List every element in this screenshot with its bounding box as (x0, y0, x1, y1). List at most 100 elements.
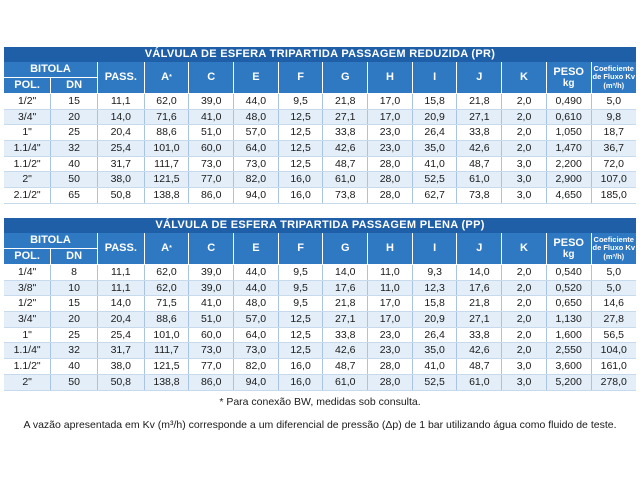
table-cell: 28,0 (367, 374, 413, 391)
header-dn: DN (50, 77, 98, 94)
table-cell: 3/4" (4, 311, 51, 328)
header-coeficiente: Coeficiente de Fluxo Kv (m³/h) (590, 62, 636, 94)
header-g: G (322, 233, 368, 265)
header-a: A* (143, 233, 189, 265)
table-cell: 28,0 (367, 187, 413, 204)
table-cell: 9,5 (277, 295, 323, 313)
table-cell: 0,520 (545, 280, 592, 297)
table-cell: 12,5 (277, 109, 323, 126)
table-cell: 50,8 (96, 187, 145, 204)
table-cell: 21,8 (322, 295, 368, 313)
table-cell: 31,7 (96, 156, 145, 173)
header-pass: PASS. (96, 233, 145, 265)
table-cell: 33,8 (456, 327, 502, 344)
table-cell: 88,6 (143, 124, 189, 142)
table-cell: 50 (50, 171, 98, 189)
table-cell: 73,0 (188, 342, 234, 360)
table-cell: 28,0 (367, 358, 413, 375)
table-cell: 38,0 (96, 358, 145, 375)
table-cell: 1.1/4" (4, 342, 51, 360)
table-cell: 20,9 (411, 109, 457, 126)
table-cell: 82,0 (233, 358, 279, 375)
header-pass: PASS. (96, 62, 145, 94)
header-k: K (501, 233, 547, 265)
table-cell: 17,0 (367, 311, 413, 328)
header-i: I (411, 233, 457, 265)
table-cell: 36,7 (590, 140, 636, 157)
table-cell: 0,540 (545, 264, 592, 281)
table-cell: 32 (50, 342, 98, 360)
table-cell: 73,0 (233, 156, 279, 173)
header-bitola: BITOLA (4, 233, 98, 249)
table-cell: 28,0 (367, 156, 413, 173)
table-cell: 21,8 (456, 295, 502, 313)
table-cell: 57,0 (233, 311, 279, 328)
table-cell: 5,0 (590, 264, 636, 281)
table-cell: 16,0 (277, 374, 323, 391)
table-cell: 5,200 (545, 374, 592, 391)
table-cell: 94,0 (233, 187, 279, 204)
table-cell: 39,0 (188, 93, 234, 110)
table-cell: 11,0 (367, 264, 413, 281)
table-cell: 1/2" (4, 295, 51, 313)
table-row: 2" 50 38,0 121,5 77,0 82,0 16,0 61,0 28,0 52,5 61,… (4, 171, 636, 189)
header-bitola: BITOLA (4, 62, 98, 78)
table-cell: 138,8 (143, 187, 189, 204)
table-cell: 62,7 (411, 187, 457, 204)
table-cell: 2.1/2" (4, 187, 51, 204)
table-cell: 9,5 (277, 280, 323, 297)
table-cell: 86,0 (188, 187, 234, 204)
table-cell: 3,0 (501, 156, 547, 173)
table-cell: 52,5 (411, 374, 457, 391)
table-cell: 77,0 (188, 358, 234, 375)
table-cell: 5,0 (590, 93, 636, 110)
table-title: VÁLVULA DE ESFERA TRIPARTIDA PASSAGEM RE… (4, 47, 636, 62)
table-cell: 27,8 (590, 311, 636, 328)
table-cell: 48,0 (233, 109, 279, 126)
table-cell: 14,6 (590, 295, 636, 313)
table-cell: 14,0 (96, 109, 145, 126)
table-cell: 1" (4, 327, 51, 344)
table-cell: 64,0 (233, 140, 279, 157)
table-cell: 60,0 (188, 140, 234, 157)
table-row: 3/8" 10 11,1 62,0 39,0 44,0 9,5 17,6 11,0 12,3 17,… (4, 280, 636, 297)
table-body: 1/2" 15 11,1 62,0 39,0 44,0 9,5 21,8 17,0 15,8 21,… (4, 93, 636, 204)
header-peso: PESO kg (545, 233, 592, 265)
table-cell: 3,0 (501, 187, 547, 204)
table-cell: 26,4 (411, 327, 457, 344)
table-cell: 17,6 (322, 280, 368, 297)
table-cell: 17,0 (367, 295, 413, 313)
table-cell: 39,0 (188, 280, 234, 297)
table-cell: 61,0 (322, 374, 368, 391)
header-peso: PESO kg (545, 62, 592, 94)
header-h: H (367, 62, 413, 94)
table-cell: 42,6 (322, 140, 368, 157)
table-cell: 3/8" (4, 280, 51, 297)
table-cell: 11,1 (96, 264, 145, 281)
table-cell: 16,0 (277, 358, 323, 375)
table-cell: 12,5 (277, 311, 323, 328)
table-cell: 57,0 (233, 124, 279, 142)
table-cell: 2,0 (501, 295, 547, 313)
table-cell: 48,7 (322, 358, 368, 375)
table-cell: 0,610 (545, 109, 592, 126)
table-cell: 2,0 (501, 311, 547, 328)
table-cell: 11,1 (96, 93, 145, 110)
table-row: 1/2" 15 11,1 62,0 39,0 44,0 9,5 21,8 17,0 15,8 21,… (4, 93, 636, 110)
table-cell: 185,0 (590, 187, 636, 204)
table-cell: 77,0 (188, 171, 234, 189)
table-cell: 121,5 (143, 358, 189, 375)
table-cell: 52,5 (411, 171, 457, 189)
table-cell: 12,5 (277, 342, 323, 360)
table-cell: 25,4 (96, 140, 145, 157)
table-cell: 21,8 (322, 93, 368, 110)
table-cell: 20 (50, 109, 98, 126)
table-cell: 9,5 (277, 264, 323, 281)
table-cell: 12,3 (411, 280, 457, 297)
table-cell: 27,1 (322, 109, 368, 126)
table-body: 1/4" 8 11,1 62,0 39,0 44,0 9,5 14,0 11,0 9,3 14,0 2… (4, 264, 636, 391)
table-cell: 41,0 (188, 109, 234, 126)
table-cell: 56,5 (590, 327, 636, 344)
table-cell: 40 (50, 358, 98, 375)
table-cell: 111,7 (143, 156, 189, 173)
